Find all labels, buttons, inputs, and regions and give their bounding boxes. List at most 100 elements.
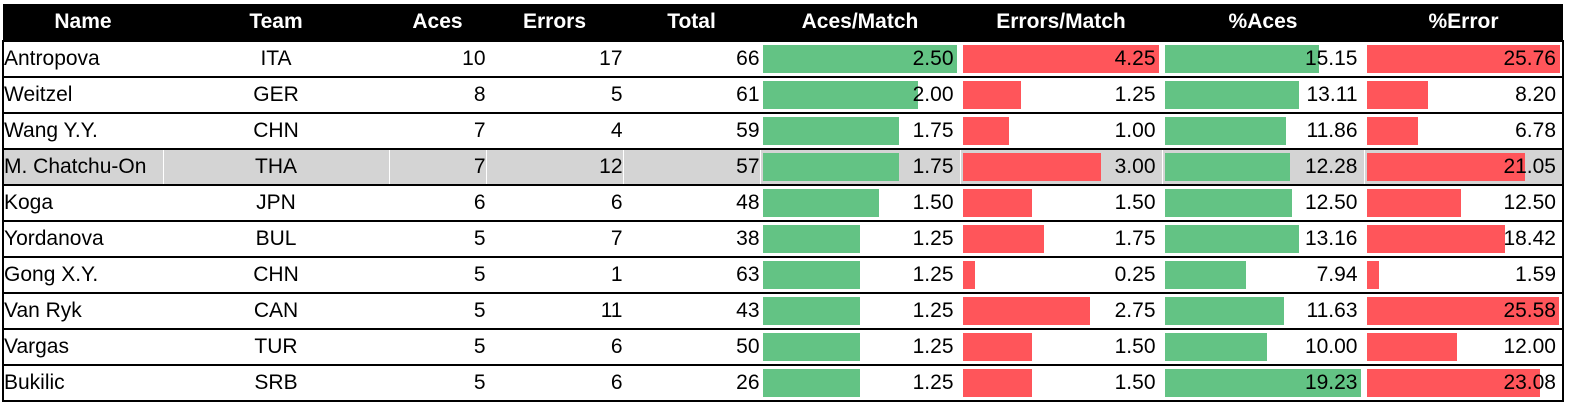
cell-total: 59 [622,112,761,150]
data-bar-value: 15.15 [1304,47,1358,70]
cell-errors-per-match: 0.25 [959,256,1163,294]
data-bar [1366,297,1559,325]
cell-aces-per-match: 1.75 [759,112,961,150]
data-bar-value: 1.25 [912,263,954,286]
data-bar-value: 2.00 [912,83,954,106]
data-bar-value: 8.20 [1515,83,1556,106]
cell-pct-aces: 19.23 [1161,364,1365,402]
cell-aces-per-match: 2.00 [759,76,961,114]
data-bar [962,189,1032,217]
table-row: Wang Y.Y. CHN 7 4 59 1.75 1.00 11.86 6.78 [2,112,1564,150]
data-bar [962,297,1090,325]
data-bar-value: 1.25 [912,335,954,358]
cell-errors-per-match: 2.75 [959,292,1163,330]
cell-name: Bukilic [2,364,164,402]
header-pct-error: %Error [1364,4,1563,41]
cell-name: M. Chatchu-On [2,148,164,186]
data-bar [962,333,1032,361]
cell-team: SRB [162,364,390,402]
cell-errors-per-match: 3.00 [959,148,1163,186]
cell-team: BUL [162,220,390,258]
table-body: Antropova ITA 10 17 66 2.50 4.25 15.15 25.76 Weit… [2,40,1564,402]
data-bar [1164,189,1292,217]
cell-aces: 7 [388,148,487,186]
header-row: Name Team Aces Errors Total Aces/Match E… [3,4,1563,41]
cell-total: 48 [622,184,761,222]
data-bar-value: 11.63 [1306,299,1358,322]
cell-errors: 17 [485,40,624,78]
data-bar [762,333,860,361]
data-bar [762,189,879,217]
table-row: Vargas TUR 5 6 50 1.25 1.50 10.00 12.00 [2,328,1564,366]
data-bar-value: 11.86 [1306,119,1358,142]
data-bar [762,81,918,109]
cell-pct-aces: 13.11 [1161,76,1365,114]
data-bar-value: 3.00 [1114,155,1156,178]
cell-name: Gong X.Y. [2,256,164,294]
cell-pct-aces: 13.16 [1161,220,1365,258]
cell-aces: 5 [388,256,487,294]
cell-total: 61 [622,76,761,114]
cell-pct-aces: 7.94 [1161,256,1365,294]
cell-team: TUR [162,328,390,366]
cell-pct-error: 25.76 [1363,40,1564,78]
table-row: Yordanova BUL 5 7 38 1.25 1.75 13.16 18.42 [2,220,1564,258]
data-bar-value: 1.75 [1114,227,1156,250]
cell-pct-error: 6.78 [1363,112,1564,150]
data-bar [762,225,860,253]
data-bar-value: 19.23 [1304,371,1358,394]
cell-name: Vargas [2,328,164,366]
data-bar-value: 13.11 [1306,83,1358,106]
data-bar-value: 1.50 [1114,335,1156,358]
data-bar [762,297,860,325]
data-bar-value: 25.76 [1503,47,1556,70]
cell-pct-error: 18.42 [1363,220,1564,258]
serve-stats-table: Name Team Aces Errors Total Aces/Match E… [2,4,1564,402]
cell-pct-aces: 12.28 [1161,148,1365,186]
data-bar [1366,225,1505,253]
cell-errors-per-match: 1.50 [959,328,1163,366]
data-bar [962,369,1032,397]
table-row: Van Ryk CAN 5 11 43 1.25 2.75 11.63 25.58 [2,292,1564,330]
data-bar [1164,333,1267,361]
data-bar [1164,369,1361,397]
data-bar-value: 1.50 [1114,191,1156,214]
data-bar [1366,81,1428,109]
data-bar-value: 1.00 [1114,119,1156,142]
cell-errors-per-match: 4.25 [959,40,1163,78]
data-bar-value: 0.25 [1114,263,1156,286]
table-row: Koga JPN 6 6 48 1.50 1.50 12.50 12.50 [2,184,1564,222]
data-bar [1164,153,1290,181]
data-bar-value: 6.78 [1515,119,1556,142]
data-bar-value: 25.58 [1503,299,1556,322]
data-bar [1366,153,1525,181]
data-bar [1164,81,1299,109]
data-bar-value: 1.59 [1515,263,1556,286]
header-errors: Errors [486,4,623,41]
cell-aces: 5 [388,220,487,258]
data-bar [1366,117,1418,145]
data-bar [1366,369,1540,397]
cell-aces: 8 [388,76,487,114]
data-bar [1164,45,1319,73]
cell-pct-aces: 15.15 [1161,40,1365,78]
table-row: Gong X.Y. CHN 5 1 63 1.25 0.25 7.94 1.59 [2,256,1564,294]
cell-errors: 4 [485,112,624,150]
data-bar-value: 10.00 [1304,335,1358,358]
cell-aces-per-match: 1.25 [759,292,961,330]
cell-total: 63 [622,256,761,294]
data-bar-value: 1.50 [912,191,954,214]
header-total: Total [623,4,760,41]
cell-errors: 1 [485,256,624,294]
data-bar [962,225,1044,253]
cell-aces-per-match: 1.25 [759,364,961,402]
data-bar-value: 21.05 [1503,155,1556,178]
cell-aces: 10 [388,40,487,78]
data-bar-value: 7.94 [1316,263,1358,286]
cell-aces-per-match: 1.75 [759,148,961,186]
cell-name: Weitzel [2,76,164,114]
table-row: Antropova ITA 10 17 66 2.50 4.25 15.15 25.76 [2,40,1564,78]
data-bar-value: 23.08 [1503,371,1556,394]
cell-total: 43 [622,292,761,330]
